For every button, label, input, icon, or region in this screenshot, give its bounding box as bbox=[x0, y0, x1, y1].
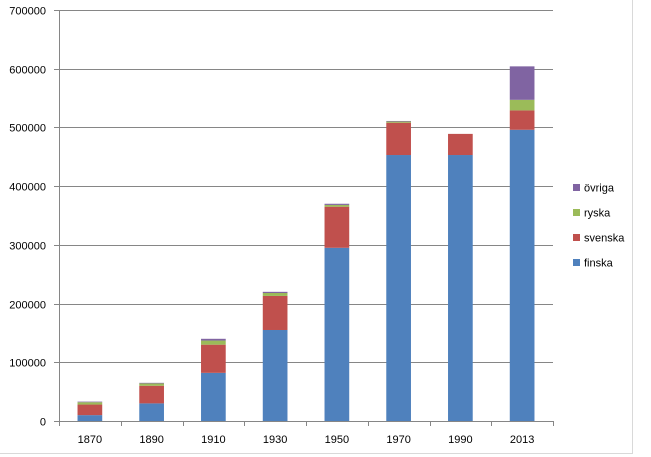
bar-segment-övriga-1910 bbox=[201, 338, 226, 341]
bar-segment-svenska-1910 bbox=[201, 344, 226, 373]
bar-segment-svenska-1870 bbox=[77, 404, 103, 416]
legend-label-övriga: övriga bbox=[584, 183, 615, 195]
y-tick-label: 200000 bbox=[9, 300, 46, 312]
chart-frame: 0 100000 200000 300000 400000 500000 600000 700… bbox=[0, 0, 633, 454]
legend-swatch-ryska bbox=[573, 209, 580, 216]
bar-segment-svenska-1990 bbox=[448, 133, 473, 156]
bar-segment-övriga-2013 bbox=[509, 66, 535, 100]
y-tick-label: 600000 bbox=[9, 65, 46, 77]
y-tick-label: 700000 bbox=[9, 6, 46, 18]
x-tick-label: 1910 bbox=[201, 434, 225, 446]
bar-segment-svenska-1890 bbox=[139, 385, 164, 404]
bar-segment-finska-1930 bbox=[262, 329, 288, 421]
bars bbox=[77, 66, 535, 421]
bar-segment-ryska-1890 bbox=[139, 383, 164, 386]
bar-segment-ryska-2013 bbox=[509, 99, 535, 111]
x-tick-label: 1930 bbox=[263, 434, 287, 446]
bar-segment-svenska-2013 bbox=[509, 110, 535, 130]
bar-segment-övriga-1970 bbox=[386, 120, 411, 122]
bar-segment-ryska-1950 bbox=[324, 204, 350, 207]
bar-segment-finska-2013 bbox=[509, 129, 535, 421]
y-tick-label: 300000 bbox=[9, 241, 46, 253]
legend-label-svenska: svenska bbox=[584, 233, 625, 245]
axes: 0 100000 200000 300000 400000 500000 600000 700… bbox=[9, 6, 554, 446]
legend: övriga ryska svenska finska bbox=[573, 183, 625, 270]
bar-segment-svenska-1970 bbox=[386, 122, 411, 156]
x-tick-label: 2013 bbox=[510, 434, 534, 446]
bar-segment-finska-1950 bbox=[324, 247, 350, 421]
bar-segment-finska-1970 bbox=[386, 155, 411, 421]
bar-segment-svenska-1930 bbox=[262, 295, 288, 330]
x-tick-label: 1870 bbox=[78, 434, 102, 446]
bar-segment-ryska-1870 bbox=[77, 402, 103, 405]
legend-label-finska: finska bbox=[584, 258, 614, 270]
x-tick-label: 1950 bbox=[325, 434, 349, 446]
y-tick-label: 500000 bbox=[9, 123, 46, 135]
x-tick-label: 1890 bbox=[139, 434, 163, 446]
bar-segment-finska-1910 bbox=[201, 372, 226, 421]
bar-segment-ryska-1970 bbox=[386, 121, 411, 123]
y-tick-label: 0 bbox=[40, 417, 46, 429]
bar-segment-ryska-1930 bbox=[262, 293, 288, 296]
bar-segment-övriga-1930 bbox=[262, 291, 288, 294]
bar-segment-svenska-1950 bbox=[324, 206, 350, 248]
bar-segment-finska-1870 bbox=[77, 415, 103, 421]
legend-swatch-finska bbox=[573, 259, 580, 266]
bar-segment-övriga-1950 bbox=[324, 203, 350, 205]
bar-segment-övriga-1890 bbox=[139, 382, 164, 384]
y-tick-label: 400000 bbox=[9, 182, 46, 194]
x-tick-label: 1990 bbox=[448, 434, 472, 446]
bar-segment-finska-1990 bbox=[448, 155, 473, 421]
bar-segment-ryska-1910 bbox=[201, 340, 226, 345]
x-tick-label: 1970 bbox=[386, 434, 410, 446]
y-tick-label: 100000 bbox=[9, 358, 46, 370]
stacked-bar-chart: 0 100000 200000 300000 400000 500000 600000 700… bbox=[9, 6, 625, 447]
bar-segment-övriga-1870 bbox=[77, 401, 103, 403]
legend-swatch-svenska bbox=[573, 234, 580, 241]
legend-swatch-övriga bbox=[573, 184, 580, 191]
legend-label-ryska: ryska bbox=[584, 208, 611, 220]
grid-lines bbox=[59, 10, 553, 363]
bar-segment-finska-1890 bbox=[139, 403, 164, 421]
